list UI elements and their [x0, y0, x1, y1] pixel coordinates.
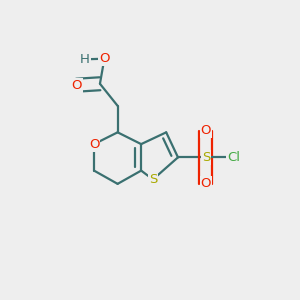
- Text: H: H: [80, 53, 90, 66]
- Text: Cl: Cl: [227, 151, 240, 164]
- Text: O: O: [201, 177, 211, 190]
- Text: O: O: [71, 79, 82, 92]
- Text: O: O: [89, 138, 99, 151]
- Text: S: S: [202, 151, 210, 164]
- Text: O: O: [99, 52, 110, 65]
- Text: S: S: [149, 173, 157, 186]
- Text: O: O: [201, 124, 211, 137]
